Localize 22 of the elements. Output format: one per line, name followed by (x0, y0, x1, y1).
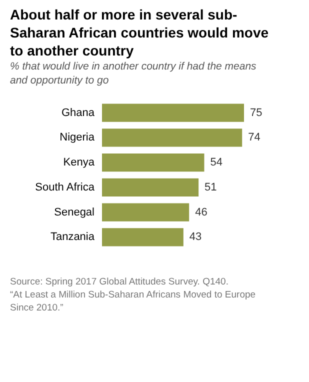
y-tick-label: Ghana (61, 106, 96, 119)
text: “At Least a Million Sub-Saharan Africans Moved to Europe Since 2010.” (10, 290, 256, 314)
bar (102, 178, 199, 197)
y-tick-label: Tanzania (50, 231, 96, 244)
data-label: 74 (248, 132, 260, 144)
source-note: Source: Spring 2017 Global Attitudes Survey. Q140. (10, 276, 228, 288)
bar (102, 153, 204, 172)
data-label: 43 (189, 231, 202, 244)
data-label: 54 (210, 156, 222, 169)
data-label: 75 (250, 106, 262, 119)
bar (102, 203, 190, 222)
bar (102, 128, 242, 147)
bar (102, 104, 244, 122)
data-label: 51 (204, 181, 217, 194)
y-tick-label: Senegal (54, 206, 94, 218)
chart-title: About half or more in several sub-Saharan African countries would move to another country (10, 6, 269, 58)
data-label: 46 (195, 206, 208, 218)
y-tick-label: Kenya (63, 156, 96, 169)
y-tick-label: Nigeria (60, 132, 96, 144)
bar (102, 228, 184, 246)
y-tick-label: South Africa (35, 181, 96, 194)
chart-subtitle: % that would live in another country if had the means and opportunity to go (10, 60, 258, 86)
